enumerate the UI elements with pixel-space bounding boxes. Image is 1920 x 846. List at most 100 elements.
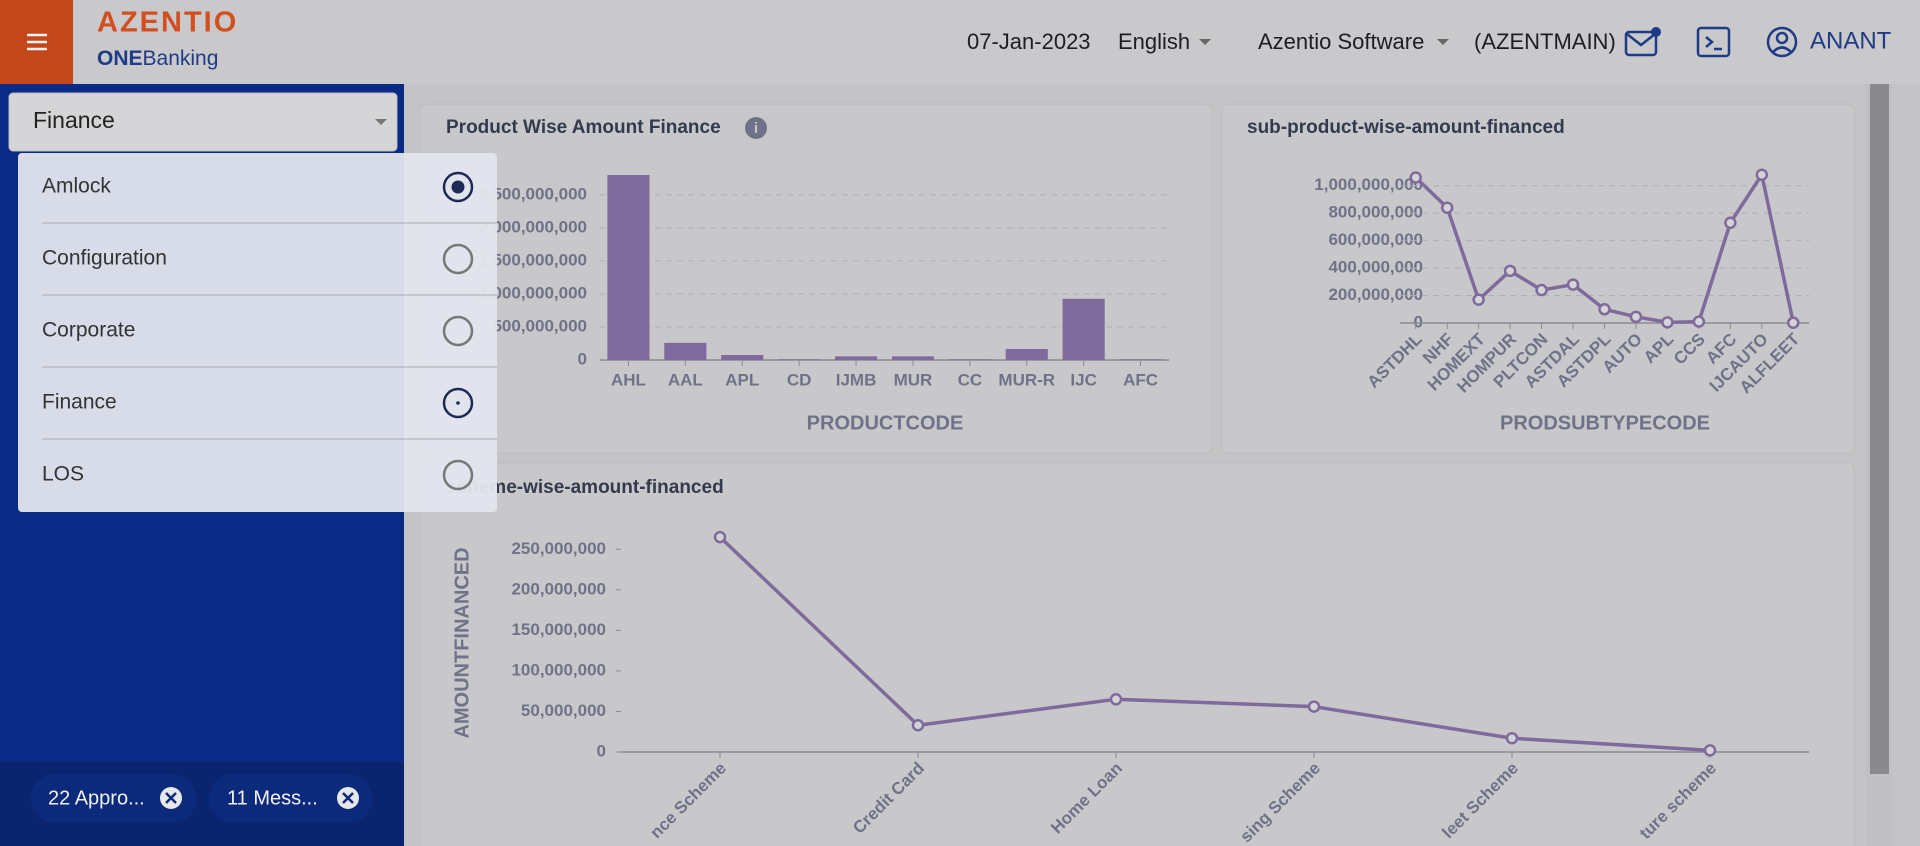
mail-icon[interactable] [1624, 30, 1658, 57]
point [1566, 278, 1580, 291]
point [1661, 316, 1674, 329]
point [1503, 264, 1517, 278]
chip[interactable] [31, 774, 196, 823]
point [1307, 700, 1321, 713]
info-icon[interactable] [745, 117, 767, 139]
info-glyph: i [754, 120, 758, 137]
user-icon[interactable] [1766, 26, 1798, 58]
point [1598, 303, 1611, 316]
point [1109, 693, 1123, 706]
y-tick-label: 0 [1414, 312, 1423, 331]
radio[interactable] [442, 459, 474, 491]
point [1505, 731, 1519, 745]
date: 07-Jan-2023 [967, 29, 1091, 54]
menu-panel [18, 153, 497, 512]
chart-card [1221, 103, 1855, 454]
user-name[interactable]: ANANT [1810, 27, 1892, 54]
y-tick-label: 500,000,000 [492, 316, 587, 335]
y-tick-label: 800,000,000 [1328, 203, 1423, 222]
menu-item[interactable]: Amlock [42, 175, 111, 198]
radio[interactable] [442, 243, 474, 275]
point [911, 718, 925, 732]
chart-card [419, 103, 1213, 454]
module-select-value: Finance [33, 107, 115, 133]
header-bar [0, 0, 1920, 84]
logo-sub: ONEBanking [97, 47, 218, 70]
x-tick-label: IJMB [836, 370, 877, 389]
point [1692, 315, 1706, 328]
point [1787, 316, 1800, 329]
x-tick-label: MUR [894, 370, 933, 389]
y-tick-label: 150,000,000 [511, 620, 606, 639]
point [1703, 744, 1717, 757]
x-tick-label: IJC [1070, 370, 1096, 389]
x-tick-label: AHL [611, 370, 646, 389]
point [1409, 171, 1422, 184]
logo: AZENTIO [97, 7, 238, 39]
x-axis-label: PRODUCTCODE [807, 412, 964, 434]
y-tick-label: 250,000,000 [511, 539, 606, 558]
caret [1437, 39, 1449, 45]
x-tick-label: CD [787, 370, 812, 389]
point [713, 530, 727, 544]
module-select[interactable] [8, 92, 398, 152]
entity: (AZENTMAIN) [1474, 29, 1616, 54]
y-tick-label: 100,000,000 [511, 660, 606, 679]
y-tick-label: 0 [578, 349, 587, 368]
caret [1199, 39, 1211, 45]
y-tick-label: 400,000,000 [1328, 258, 1423, 277]
point [1629, 310, 1643, 324]
y-tick-label: 2,000,000,000 [478, 217, 587, 236]
bar [664, 342, 707, 360]
hamburger-icon [27, 33, 47, 51]
bar [948, 359, 991, 360]
menu-item[interactable]: LOS [42, 463, 84, 486]
chip-label: 22 Appro... [48, 787, 145, 809]
y-tick-label: 50,000,000 [521, 701, 606, 720]
bar [1119, 359, 1162, 360]
chip-label: 11 Mess... [227, 787, 318, 809]
x-tick-label: APL [725, 370, 759, 389]
point [1535, 283, 1548, 297]
logo-banking: Banking [143, 47, 219, 70]
y-tick-label: 1,000,000,000 [1314, 175, 1423, 194]
close-icon [342, 792, 354, 804]
menu-item[interactable]: Finance [42, 391, 117, 414]
chart-title: sub-product-wise-amount-financed [1247, 117, 1565, 138]
bar [891, 356, 935, 360]
radio[interactable] [442, 171, 474, 203]
y-tick-label: 200,000,000 [1328, 285, 1423, 304]
menu-item[interactable]: Corporate [42, 319, 135, 342]
bar [778, 359, 821, 360]
radio[interactable] [442, 387, 474, 419]
close-icon [165, 792, 177, 804]
point [1440, 201, 1454, 214]
bar [1062, 298, 1105, 360]
terminal-icon[interactable] [1696, 26, 1731, 58]
bar [721, 355, 764, 360]
point [1755, 168, 1769, 181]
chart-title: Product Wise Amount Finance [446, 117, 721, 138]
y-tick-label: 600,000,000 [1328, 230, 1423, 249]
scrollbar-thumb[interactable] [1870, 84, 1889, 774]
x-tick-label: CC [958, 370, 983, 389]
bar [834, 356, 878, 360]
y-tick-label: 1,000,000,000 [478, 283, 587, 302]
radio[interactable] [442, 315, 474, 347]
chart-card [419, 462, 1855, 846]
menu-item[interactable]: Configuration [42, 247, 167, 270]
company-select[interactable]: Azentio Software [1258, 29, 1424, 54]
module-menu: Amlock Configuration Corporate Finance LOS [18, 153, 497, 512]
language-select[interactable]: English [1118, 29, 1190, 54]
chart-title: scheme-wise-amount-financed [446, 477, 724, 498]
notification-dot [1651, 27, 1661, 37]
bar [1005, 348, 1048, 360]
x-tick-label: AFC [1123, 370, 1158, 389]
x-tick-label: MUR-R [998, 370, 1055, 389]
x-tick-label: AAL [668, 370, 703, 389]
chip[interactable] [209, 774, 372, 823]
y-axis-label: AMOUNTFINANCED [451, 547, 473, 738]
x-axis-label: PRODSUBTYPECODE [1500, 412, 1710, 434]
y-tick-label: 1,500,000,000 [478, 250, 587, 269]
point [1724, 216, 1737, 230]
